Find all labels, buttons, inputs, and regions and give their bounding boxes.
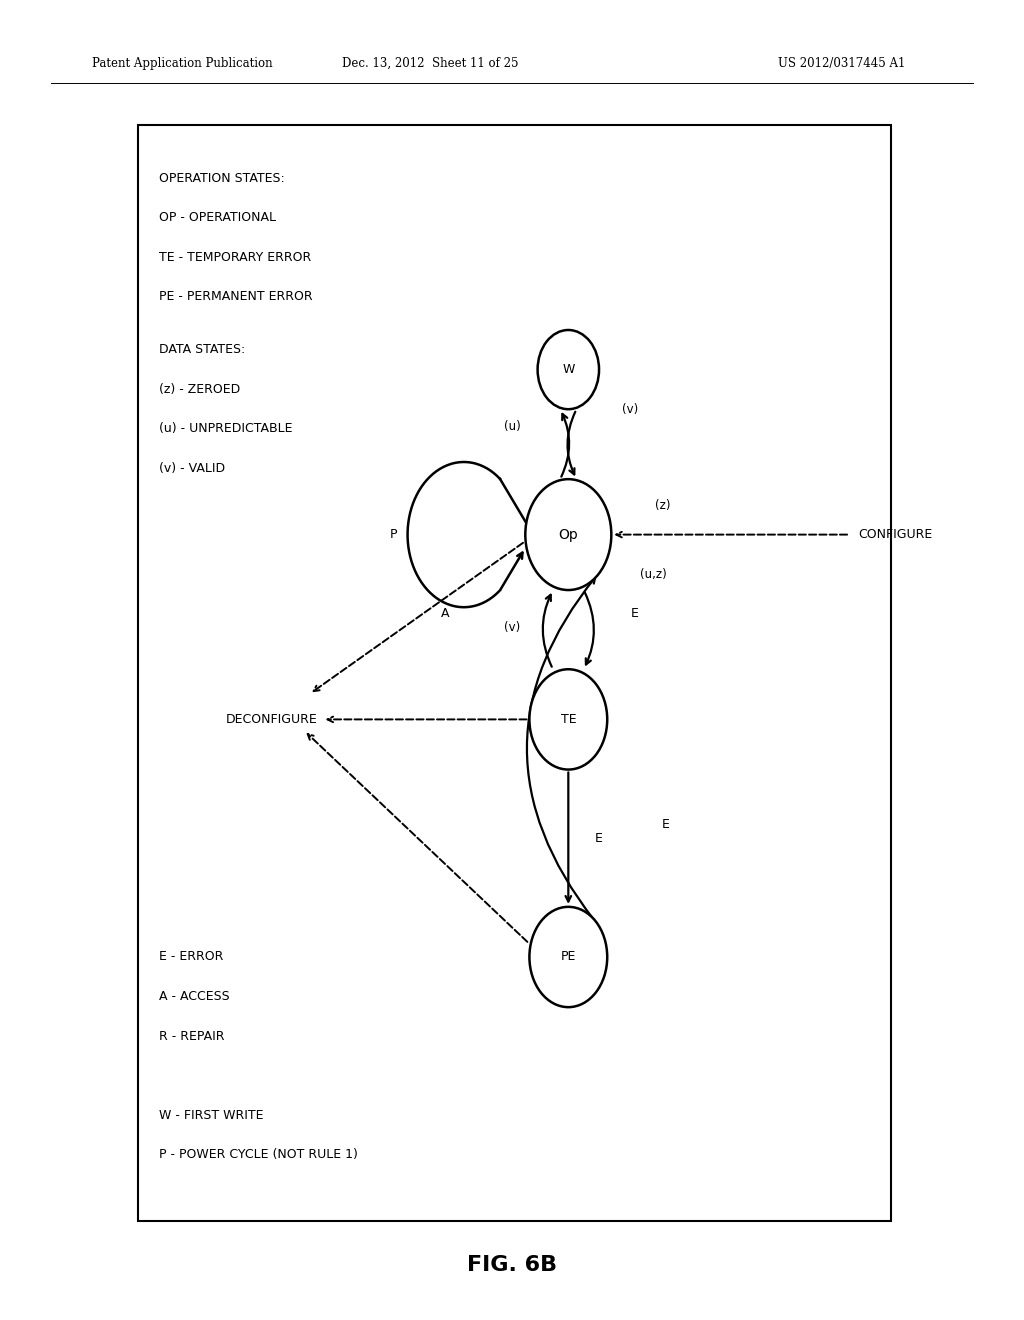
Circle shape xyxy=(525,479,611,590)
Text: W: W xyxy=(562,363,574,376)
Text: (u,z): (u,z) xyxy=(640,568,667,581)
Text: FIG. 6B: FIG. 6B xyxy=(467,1254,557,1275)
Text: (u): (u) xyxy=(504,420,520,433)
Text: R - REPAIR: R - REPAIR xyxy=(159,1030,224,1043)
Text: US 2012/0317445 A1: US 2012/0317445 A1 xyxy=(778,57,905,70)
Text: OP - OPERATIONAL: OP - OPERATIONAL xyxy=(159,211,275,224)
Text: (u) - UNPREDICTABLE: (u) - UNPREDICTABLE xyxy=(159,422,292,436)
Text: Patent Application Publication: Patent Application Publication xyxy=(92,57,272,70)
Text: A: A xyxy=(441,607,450,620)
Text: DECONFIGURE: DECONFIGURE xyxy=(225,713,317,726)
Text: P - POWER CYCLE (NOT RULE 1): P - POWER CYCLE (NOT RULE 1) xyxy=(159,1148,357,1162)
Text: (v): (v) xyxy=(622,403,638,416)
Text: TE - TEMPORARY ERROR: TE - TEMPORARY ERROR xyxy=(159,251,311,264)
Text: PE: PE xyxy=(560,950,577,964)
Circle shape xyxy=(529,669,607,770)
Text: DATA STATES:: DATA STATES: xyxy=(159,343,245,356)
Text: Dec. 13, 2012  Sheet 11 of 25: Dec. 13, 2012 Sheet 11 of 25 xyxy=(342,57,518,70)
Text: (v) - VALID: (v) - VALID xyxy=(159,462,225,475)
Text: E - ERROR: E - ERROR xyxy=(159,950,223,964)
Circle shape xyxy=(538,330,599,409)
Text: CONFIGURE: CONFIGURE xyxy=(858,528,933,541)
Text: (v): (v) xyxy=(504,620,520,634)
Text: Op: Op xyxy=(558,528,579,541)
Text: OPERATION STATES:: OPERATION STATES: xyxy=(159,172,285,185)
Text: A - ACCESS: A - ACCESS xyxy=(159,990,229,1003)
Text: W - FIRST WRITE: W - FIRST WRITE xyxy=(159,1109,263,1122)
Text: E: E xyxy=(662,818,670,832)
Text: E: E xyxy=(595,832,603,845)
Bar xyxy=(138,125,891,1221)
Text: PE - PERMANENT ERROR: PE - PERMANENT ERROR xyxy=(159,290,312,304)
Text: (z): (z) xyxy=(655,499,671,512)
Text: (z) - ZEROED: (z) - ZEROED xyxy=(159,383,240,396)
Text: P: P xyxy=(390,528,397,541)
Text: TE: TE xyxy=(560,713,577,726)
Text: E: E xyxy=(631,607,639,620)
Circle shape xyxy=(529,907,607,1007)
